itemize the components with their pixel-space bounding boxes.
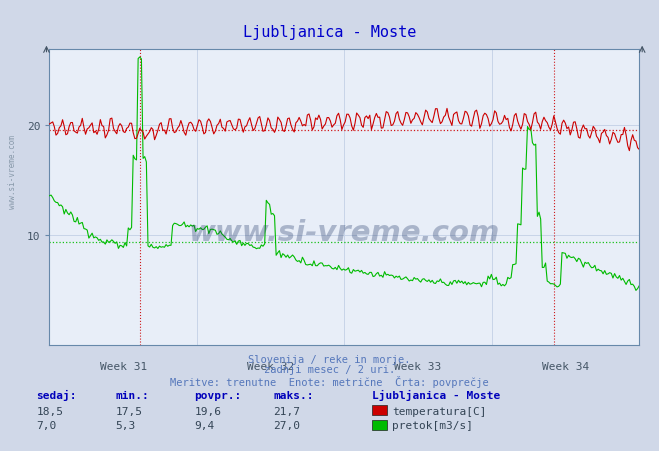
Text: 5,3: 5,3 <box>115 420 136 430</box>
Text: Week 32: Week 32 <box>247 361 294 372</box>
Text: www.si-vreme.com: www.si-vreme.com <box>188 219 500 247</box>
Text: Ljubljanica - Moste: Ljubljanica - Moste <box>243 25 416 40</box>
Text: pretok[m3/s]: pretok[m3/s] <box>392 420 473 430</box>
Text: Week 31: Week 31 <box>100 361 147 372</box>
Text: 21,7: 21,7 <box>273 406 301 416</box>
Text: www.si-vreme.com: www.si-vreme.com <box>8 134 17 208</box>
Text: 17,5: 17,5 <box>115 406 142 416</box>
Text: Week 33: Week 33 <box>395 361 442 372</box>
Text: 27,0: 27,0 <box>273 420 301 430</box>
Text: zadnji mesec / 2 uri.: zadnji mesec / 2 uri. <box>264 364 395 374</box>
Text: Ljubljanica - Moste: Ljubljanica - Moste <box>372 389 501 400</box>
Text: 19,6: 19,6 <box>194 406 221 416</box>
Text: 18,5: 18,5 <box>36 406 63 416</box>
Text: 9,4: 9,4 <box>194 420 215 430</box>
Text: temperatura[C]: temperatura[C] <box>392 406 486 416</box>
Text: Meritve: trenutne  Enote: metrične  Črta: povprečje: Meritve: trenutne Enote: metrične Črta: … <box>170 375 489 387</box>
Text: 7,0: 7,0 <box>36 420 57 430</box>
Text: maks.:: maks.: <box>273 390 314 400</box>
Text: min.:: min.: <box>115 390 149 400</box>
Text: Week 34: Week 34 <box>542 361 589 372</box>
Text: povpr.:: povpr.: <box>194 390 242 400</box>
Text: Slovenija / reke in morje.: Slovenija / reke in morje. <box>248 354 411 364</box>
Text: sedaj:: sedaj: <box>36 389 76 400</box>
